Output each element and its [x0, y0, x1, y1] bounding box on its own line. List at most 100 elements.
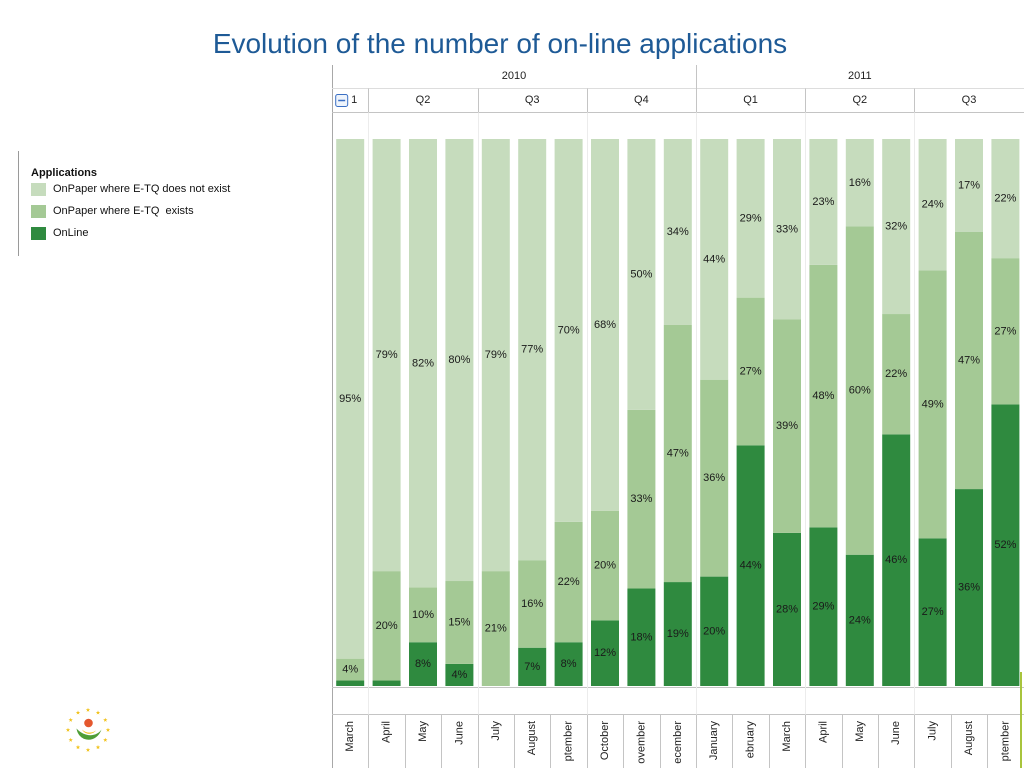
- bar-segment-online: [809, 527, 838, 686]
- table-grid-lines: [332, 65, 1024, 768]
- data-label: 60%: [849, 385, 871, 397]
- bar-segment-onpaper-etq: [445, 581, 474, 664]
- data-label: 10%: [412, 609, 434, 621]
- data-label: 39%: [776, 420, 798, 432]
- data-label: 48%: [812, 390, 834, 402]
- month-label: August: [526, 721, 538, 755]
- data-label: 70%: [558, 324, 580, 336]
- data-label: 44%: [703, 253, 725, 265]
- data-label: 16%: [521, 598, 543, 610]
- bar-segment-online: [591, 620, 619, 686]
- data-label: 27%: [740, 365, 762, 377]
- data-label: 82%: [412, 357, 434, 369]
- data-label: 32%: [885, 221, 907, 233]
- bar-segment-online: [955, 489, 983, 686]
- data-label: 33%: [630, 493, 652, 505]
- bar-segment-onpaper-etq: [627, 409, 656, 589]
- month-label: June: [453, 721, 465, 745]
- bar-segment-online: [627, 588, 656, 686]
- data-label: 29%: [740, 212, 762, 224]
- data-label: 95%: [339, 393, 361, 405]
- month-label: ovember: [635, 721, 647, 764]
- bar-segment-online: [409, 642, 437, 686]
- data-label: 24%: [849, 614, 871, 626]
- data-label: 23%: [812, 196, 834, 208]
- bar-segment-onpaper-no-etq: [736, 139, 765, 298]
- data-label: 34%: [667, 226, 689, 238]
- data-label: 79%: [376, 349, 398, 361]
- month-label: July: [490, 721, 502, 741]
- bar-segment-online: [991, 404, 1020, 686]
- bar-segment-onpaper-etq: [663, 324, 692, 583]
- logo-stars: [65, 707, 111, 752]
- data-label: 27%: [922, 606, 944, 618]
- bar-segment-onpaper-etq: [591, 510, 619, 621]
- month-label: May: [417, 721, 429, 742]
- data-label: 49%: [922, 398, 944, 410]
- bar-segment-onpaper-etq: [700, 379, 729, 577]
- logo-red-dot: [84, 718, 93, 728]
- edge-accent-line: [1020, 672, 1022, 768]
- data-label: 15%: [448, 616, 470, 628]
- data-label: 47%: [958, 355, 980, 367]
- bar-segment-online: [918, 538, 947, 686]
- bar-segment-onpaper-etq: [773, 319, 801, 533]
- chart-title: Evolution of the number of on-line appli…: [212, 28, 788, 59]
- data-label: 20%: [376, 620, 398, 632]
- legend-label: OnPaper where E-TQ exists: [53, 205, 194, 217]
- bar-segment-onpaper-no-etq: [700, 139, 729, 380]
- legend-title: Applications: [31, 167, 98, 179]
- data-label: 8%: [561, 658, 577, 670]
- bar-segment-onpaper-etq: [736, 297, 765, 446]
- bar-segment-onpaper-etq: [955, 231, 983, 490]
- month-label: ebruary: [745, 721, 757, 759]
- data-label: 18%: [630, 631, 652, 643]
- bar-segment-onpaper-etq: [409, 587, 437, 643]
- legend-border: [18, 151, 19, 256]
- legend-item-online: OnLine: [31, 227, 271, 240]
- bar-segment-onpaper-no-etq: [882, 139, 911, 315]
- data-label: 21%: [485, 623, 507, 635]
- bar-segment-onpaper-no-etq: [991, 139, 1020, 259]
- month-label: ecember: [672, 721, 684, 764]
- quarter-label: Q3: [525, 94, 540, 106]
- data-label: 22%: [558, 576, 580, 588]
- bar-segment-onpaper-no-etq: [845, 139, 874, 227]
- quarter-label: 1: [351, 94, 357, 106]
- bar-segment-onpaper-etq: [372, 571, 401, 681]
- bar-segment-onpaper-no-etq: [591, 139, 619, 511]
- month-label: October: [599, 721, 611, 760]
- bar-segment-onpaper-etq: [845, 226, 874, 555]
- eu-stars-logo-icon: [65, 707, 111, 752]
- bar-segment-onpaper-etq: [991, 258, 1020, 405]
- month-label: June: [890, 721, 902, 745]
- data-label: 46%: [885, 554, 907, 566]
- bar-segment-onpaper-no-etq: [918, 139, 947, 271]
- bar-segment-onpaper-no-etq: [773, 139, 801, 320]
- bar-segment-onpaper-etq: [481, 571, 510, 686]
- data-label: 29%: [812, 601, 834, 613]
- data-label: 68%: [594, 319, 616, 331]
- legend-swatch: [31, 183, 46, 196]
- data-label: 77%: [521, 344, 543, 356]
- data-label: 7%: [524, 661, 540, 673]
- legend-item-onpaper-etq: OnPaper where E-TQ exists: [31, 205, 271, 218]
- data-label: 52%: [994, 539, 1016, 551]
- month-label: July: [927, 721, 939, 741]
- legend-item-onpaper-no-etq: OnPaper where E-TQ does not exist: [31, 183, 271, 196]
- bars: [336, 139, 1020, 686]
- data-label: 4%: [342, 664, 358, 676]
- column-headers: 2010 2011 1 Q2 Q3 Q4 Q1 Q2 Q3 March April May June Ju…: [335, 70, 1011, 764]
- logo-green-swoosh: [76, 728, 102, 740]
- quarter-label: Q4: [634, 94, 649, 106]
- bar-segment-online: [445, 663, 474, 686]
- quarter-label: Q2: [852, 94, 867, 106]
- bar-segment-onpaper-etq: [518, 560, 547, 648]
- data-label: 20%: [703, 625, 725, 637]
- bar-segment-onpaper-no-etq: [809, 139, 838, 265]
- bar-segment-onpaper-no-etq: [336, 139, 365, 659]
- data-label: 4%: [451, 669, 467, 681]
- collapse-icon[interactable]: [335, 94, 349, 107]
